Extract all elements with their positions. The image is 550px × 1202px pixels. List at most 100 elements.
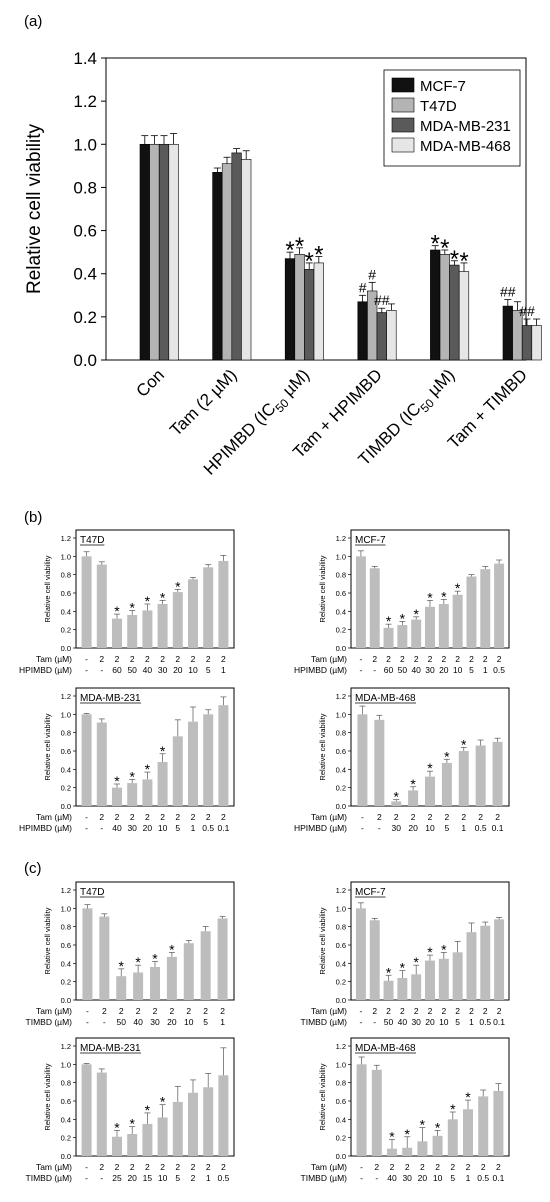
small-y-tick-label: 0.8 [336,923,346,932]
small-bar [480,569,491,648]
small-bar [172,592,183,648]
small-drug-value: 0.5 [477,1173,489,1183]
small-drug-value: 10 [188,665,198,675]
small-tam-value: 2 [411,812,416,822]
main-category-label: Con [133,365,168,400]
small-bar [355,556,366,648]
small-drug-value: - [373,665,376,675]
main-significance-mark: * [295,233,304,260]
small-drug-value: 0.1 [217,823,229,833]
main-bar [294,254,305,361]
small-drug-value: 5 [469,665,474,675]
small-tam-value: 2 [495,812,500,822]
main-bar [221,163,233,361]
main-bar [376,312,387,361]
small-y-tick-label: 0.0 [336,1152,346,1161]
small-row-label-tam: Tam (µM) [36,654,72,664]
small-tam-value: 2 [206,1162,211,1172]
small-tam-value: 2 [206,812,211,822]
small-row-label-tam: Tam (µM) [311,812,347,822]
small-drug-value: 30 [425,665,435,675]
small-bar [116,976,127,1000]
small-y-tick-label: 0.0 [61,644,71,653]
small-drug-value: - [100,665,103,675]
small-significance-star: * [118,958,124,974]
small-significance-star: * [114,603,120,619]
small-drug-value: 40 [112,823,122,833]
small-y-tick-label: 0.6 [61,1097,71,1106]
small-y-tick-label: 0.2 [336,1134,346,1143]
small-tam-value: 2 [428,654,433,664]
small-tam-value: 2 [496,1162,501,1172]
small-drug-value: 5 [450,1173,455,1183]
small-tam-value: 2 [145,654,150,664]
small-drug-value: - [86,1017,89,1027]
small-tam-value: 2 [203,1006,208,1016]
main-bar [449,264,460,361]
small-drug-value: 0.5 [475,823,487,833]
small-drug-value: 30 [127,823,137,833]
small-tam-value: 2 [377,812,382,822]
small-significance-star: * [169,941,175,957]
small-drug-value: 20 [439,665,449,675]
small-bar [112,618,122,648]
small-tam-value: 2 [455,654,460,664]
small-drug-value: 10 [158,823,168,833]
small-drug-value: 1 [483,665,488,675]
small-drug-value: 10 [425,823,435,833]
small-drug-value: - [359,665,362,675]
small-tam-value: 2 [175,812,180,822]
small-drug-value: 30 [402,1173,412,1183]
main-y-tick-label: 1.2 [73,92,97,111]
small-bar [494,919,505,1000]
small-row-label-drug: HPIMBD (µM) [294,665,347,675]
small-bar [218,1075,229,1156]
small-bar [96,1072,107,1156]
panel-label-a: (a) [24,13,42,30]
small-bar [438,604,449,648]
small-bar [203,714,214,806]
small-bar [218,560,229,648]
small-y-tick-label: 0.6 [336,941,346,950]
small-drug-value: 50 [127,665,137,675]
main-y-tick-label: 0.2 [73,308,97,327]
small-bar [411,974,422,1000]
small-y-tick-label: 0.2 [61,978,71,987]
small-y-tick-label: 0.6 [61,589,71,598]
main-bar [139,143,150,361]
small-tam-value: 2 [221,1162,226,1172]
small-tam-value: - [360,1162,363,1172]
small-drug-value: - [100,823,103,833]
small-tam-value: 2 [497,1006,502,1016]
main-bar [241,159,252,361]
small-drug-value: 20 [418,1173,428,1183]
small-y-tick-label: 1.2 [61,886,71,895]
small-significance-star: * [129,768,135,784]
small-drug-value: 0.5 [479,1017,491,1027]
small-significance-star: * [410,776,416,792]
small-tam-value: - [359,654,362,664]
small-bar [82,908,93,1000]
small-tam-value: 2 [160,654,165,664]
small-tam-value: - [86,1006,89,1016]
small-bar [357,714,368,806]
small-bar [463,1109,473,1156]
small-chart-b2: MCF-7 0.0 0.2 0.4 0.6 0.8 1.0 1.2 Relative cell … [294,529,510,675]
small-drug-value: 1 [466,1173,471,1183]
small-tam-value: 2 [186,1006,191,1016]
small-bar [166,956,177,1000]
small-drug-value: 10 [184,1017,194,1027]
main-legend-swatch [391,77,415,93]
small-tam-value: 2 [221,812,226,822]
small-tam-value: 2 [220,1006,225,1016]
small-tam-value: 2 [372,1006,377,1016]
small-tam-value: 2 [420,1162,425,1172]
small-plot-frame [75,1037,235,1157]
small-y-tick-label: 0.0 [336,996,346,1005]
main-chart: 0.0 0.2 0.4 0.6 0.8 1.0 1.2 1.4 Relative cell vi… [24,49,542,479]
main-significance-mark: * [459,248,468,275]
small-tam-value: - [85,812,88,822]
small-y-axis-label: Relative cell viability [318,907,327,974]
small-chart-b3: MDA-MB-231 0.0 0.2 0.4 0.6 0.8 1.0 1.2 Relative … [19,687,235,833]
main-bar [168,143,179,361]
